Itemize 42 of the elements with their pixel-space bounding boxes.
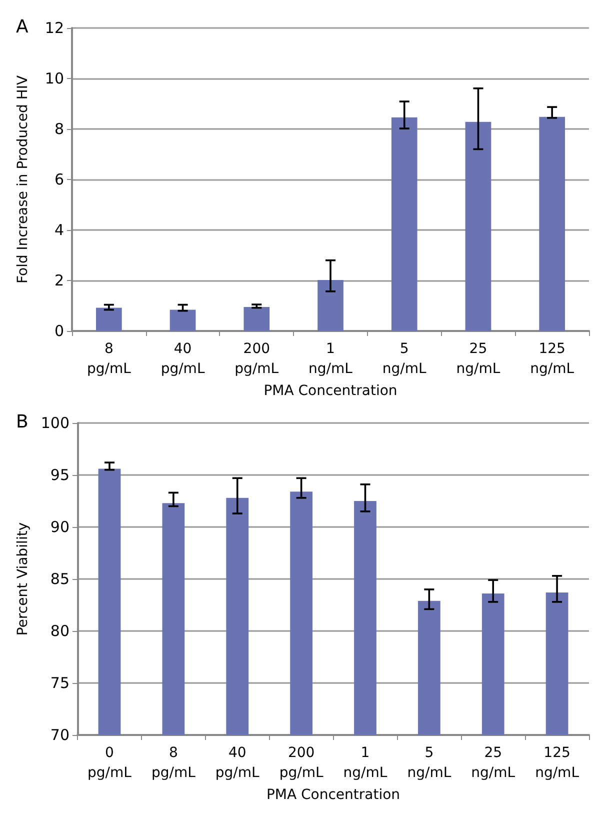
y-tick-label: 2: [54, 272, 64, 290]
x-axis-title: PMA Concentration: [266, 786, 400, 803]
y-tick-label: 90: [50, 518, 70, 536]
x-tick-label: 25 ng/mL: [471, 745, 516, 781]
x-tick-label: 5 ng/mL: [407, 745, 452, 781]
x-tick-label: 40 pg/mL: [160, 341, 205, 377]
x-tick-label: 125 ng/mL: [535, 745, 580, 781]
y-tick-label: 95: [50, 466, 70, 484]
y-tick-label: 8: [54, 120, 64, 138]
y-tick-label: 100: [40, 414, 70, 432]
x-axis-title: PMA Concentration: [264, 382, 398, 399]
bar: [96, 308, 122, 331]
y-tick-label: 12: [44, 19, 64, 37]
text: A: [16, 16, 29, 38]
y-tick-label: 80: [50, 622, 70, 640]
x-tick-label: 200 pg/mL: [234, 341, 279, 377]
bar: [539, 116, 565, 331]
bar: [465, 122, 492, 331]
y-axis-title: Percent Viability: [15, 522, 31, 636]
y-tick-label: 6: [54, 170, 64, 188]
x-tick-label: 8 pg/mL: [86, 341, 132, 377]
x-tick-label: 0 pg/mL: [88, 745, 132, 781]
y-tick-label: 70: [50, 726, 70, 744]
text: B: [16, 412, 28, 432]
x-tick-label: 25 ng/mL: [456, 341, 500, 377]
x-tick-label: 200 pg/mL: [279, 745, 324, 781]
y-tick-label: 85: [50, 570, 70, 588]
x-tick-label: 1 ng/mL: [308, 341, 353, 377]
x-tick-label: 5 ng/mL: [382, 341, 427, 377]
y-tick-label: 75: [50, 674, 70, 692]
x-tick-label: 8 pg/mL: [151, 745, 196, 781]
bar: [391, 117, 418, 331]
bar: [318, 280, 344, 331]
y-axis-title: Fold Increase in Produced HIV: [15, 75, 31, 284]
bar: [170, 310, 196, 331]
y-tick-label: 0: [54, 322, 64, 340]
bar: [244, 307, 270, 331]
y-tick-label: 4: [54, 221, 64, 239]
x-tick-label: 1 ng/mL: [343, 745, 388, 781]
x-tick-label: 125 ng/mL: [530, 341, 574, 377]
x-tick-label: 40 pg/mL: [215, 745, 260, 781]
y-tick-label: 10: [44, 70, 64, 88]
